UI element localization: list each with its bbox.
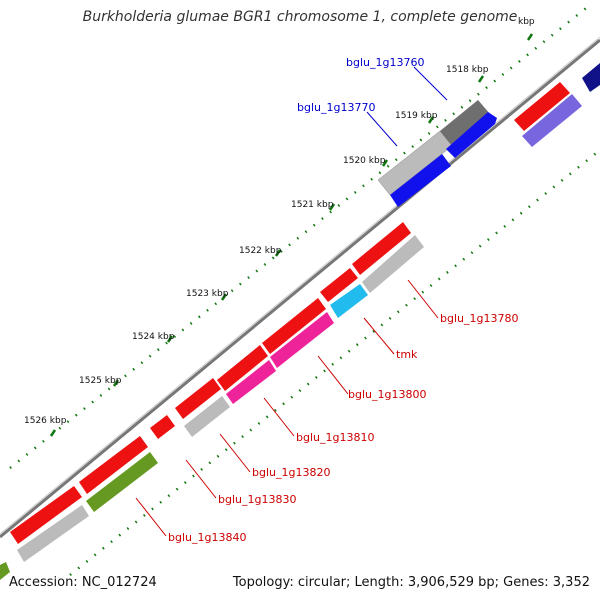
tick-mark bbox=[274, 249, 282, 257]
tick-mark bbox=[112, 379, 120, 387]
gene-block-gray[interactable] bbox=[17, 505, 89, 562]
gene-label[interactable]: bglu_1g13780 bbox=[440, 312, 518, 325]
leader-line bbox=[317, 355, 349, 395]
tick-label: 1525 kbp bbox=[79, 376, 122, 386]
gene-block-red[interactable] bbox=[262, 298, 326, 354]
leader-line bbox=[185, 459, 217, 499]
inner-dotted-track bbox=[69, 149, 600, 576]
gene-block-blue[interactable] bbox=[446, 112, 497, 158]
gene-block-red[interactable] bbox=[79, 436, 148, 494]
leader-line bbox=[219, 433, 251, 473]
tick-mark bbox=[477, 75, 485, 83]
accession-text: Accession: NC_012724 bbox=[9, 575, 157, 590]
gene-block-cyan[interactable] bbox=[330, 284, 368, 318]
leader-line bbox=[363, 317, 395, 355]
gene-label[interactable]: bglu_1g13770 bbox=[297, 101, 375, 114]
tick-label: 1522 kbp bbox=[239, 246, 282, 256]
leader-line bbox=[263, 397, 295, 437]
gene-block-magenta[interactable] bbox=[226, 360, 276, 404]
gene-label[interactable]: bglu_1g13840 bbox=[168, 531, 246, 544]
outer-dotted-track bbox=[9, 4, 591, 469]
tick-mark bbox=[427, 116, 435, 124]
gene-block-red[interactable] bbox=[175, 378, 221, 419]
gene-label[interactable]: bglu_1g13800 bbox=[348, 388, 426, 401]
genome-summary-text: Topology: circular; Length: 3,906,529 bp… bbox=[232, 575, 590, 590]
tick-mark bbox=[381, 159, 389, 167]
tick-label: 1518 kbp bbox=[446, 65, 489, 75]
tick-label: 1519 kbp bbox=[395, 111, 438, 121]
gene-block-gray[interactable] bbox=[362, 235, 424, 293]
gene-block-red[interactable] bbox=[320, 268, 358, 302]
tick-label: 1521 kbp bbox=[291, 200, 334, 210]
map-title: Burkholderia glumae BGR1 chromosome 1, c… bbox=[82, 9, 518, 25]
gene-label[interactable]: bglu_1g13810 bbox=[296, 431, 374, 444]
gene-block-darkgray[interactable] bbox=[440, 100, 490, 146]
gene-block-magenta[interactable] bbox=[270, 312, 334, 368]
tick-label: 1526 kbp bbox=[24, 416, 67, 426]
tick-label: 1520 kbp bbox=[343, 156, 386, 166]
tick-mark bbox=[49, 429, 57, 437]
gene-block-red[interactable] bbox=[10, 486, 82, 544]
gene-block-red[interactable] bbox=[352, 222, 411, 275]
backbone-highlight bbox=[0, 36, 600, 535]
gene-block-olive[interactable] bbox=[0, 562, 10, 580]
tick-mark bbox=[526, 33, 534, 41]
tick-label: 1523 kbp bbox=[186, 289, 229, 299]
gene-block-red[interactable] bbox=[150, 415, 175, 439]
gene-label[interactable]: tmk bbox=[396, 348, 418, 361]
tick-label: kbp bbox=[518, 17, 535, 27]
gene-block-lavender[interactable] bbox=[522, 94, 582, 147]
tick-label: 1524 kbp bbox=[132, 332, 175, 342]
backbone-line bbox=[0, 38, 600, 539]
tick-mark bbox=[220, 293, 228, 301]
leader-lines bbox=[135, 66, 448, 537]
gene-block-navy[interactable] bbox=[582, 63, 600, 92]
gene-block-olive[interactable] bbox=[86, 452, 158, 512]
tick-mark bbox=[328, 203, 336, 211]
leader-line bbox=[413, 66, 448, 101]
gene-block-red[interactable] bbox=[217, 345, 268, 391]
tick-mark bbox=[166, 335, 174, 343]
gene-label[interactable]: bglu_1g13820 bbox=[252, 466, 330, 479]
leader-line bbox=[366, 111, 398, 147]
leader-line bbox=[135, 497, 167, 537]
gene-block-red[interactable] bbox=[514, 82, 570, 131]
gene-block-gray[interactable] bbox=[184, 396, 230, 437]
gene-label[interactable]: bglu_1g13830 bbox=[218, 493, 296, 506]
leader-line bbox=[407, 279, 439, 319]
gene-block-blue[interactable] bbox=[390, 154, 451, 207]
gene-label[interactable]: bglu_1g13760 bbox=[346, 56, 424, 69]
major-ticks bbox=[49, 33, 534, 437]
